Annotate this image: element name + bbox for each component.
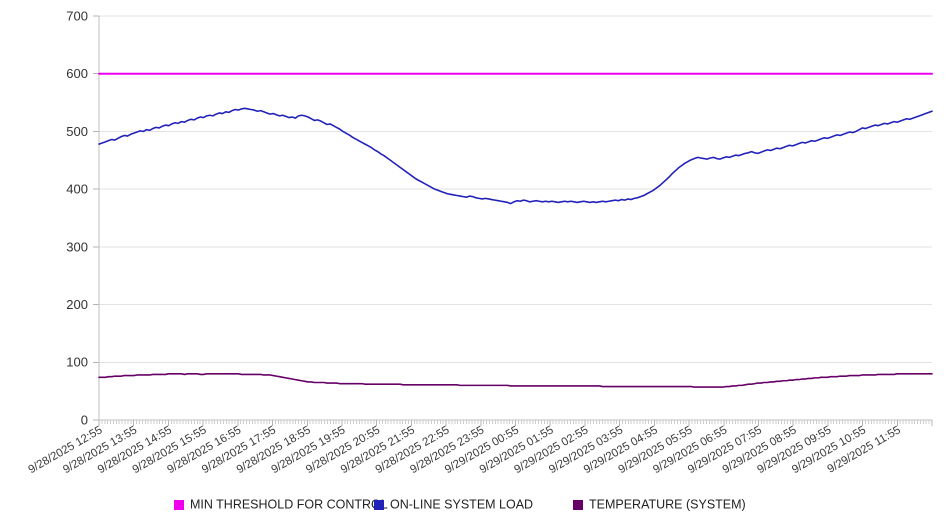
legend-label: MIN THRESHOLD FOR CONTROL: [190, 497, 388, 511]
series-line-temperature-system: [98, 373, 933, 388]
series-line-on-line-system-load: [98, 107, 933, 205]
chart-legend: MIN THRESHOLD FOR CONTROL ON-LINE SYSTEM …: [174, 497, 746, 511]
legend-swatch: [374, 500, 384, 510]
y-tick-label: 100: [66, 355, 88, 370]
grid-lines: [99, 15, 932, 363]
y-tick-label: 300: [66, 239, 88, 254]
series-layer: [98, 72, 933, 388]
y-tick-label: 500: [66, 124, 88, 139]
y-tick-labels: 0 100 200 300 400 500 600 700: [66, 8, 88, 427]
x-tick-labels: 9/28/2025 12:559/28/2025 13:559/28/2025 …: [26, 424, 902, 476]
y-tick-label: 200: [66, 297, 88, 312]
y-tick-label: 400: [66, 182, 88, 197]
legend-swatch: [174, 500, 184, 510]
axes: [93, 15, 932, 421]
y-tick-label: 0: [81, 412, 88, 427]
x-tick-marks: [98, 420, 933, 426]
legend-label: ON-LINE SYSTEM LOAD: [390, 497, 533, 511]
y-tick-label: 600: [66, 66, 88, 81]
y-tick-label: 700: [66, 8, 88, 23]
legend-label: TEMPERATURE (SYSTEM): [589, 497, 746, 511]
legend-swatch: [573, 500, 583, 510]
